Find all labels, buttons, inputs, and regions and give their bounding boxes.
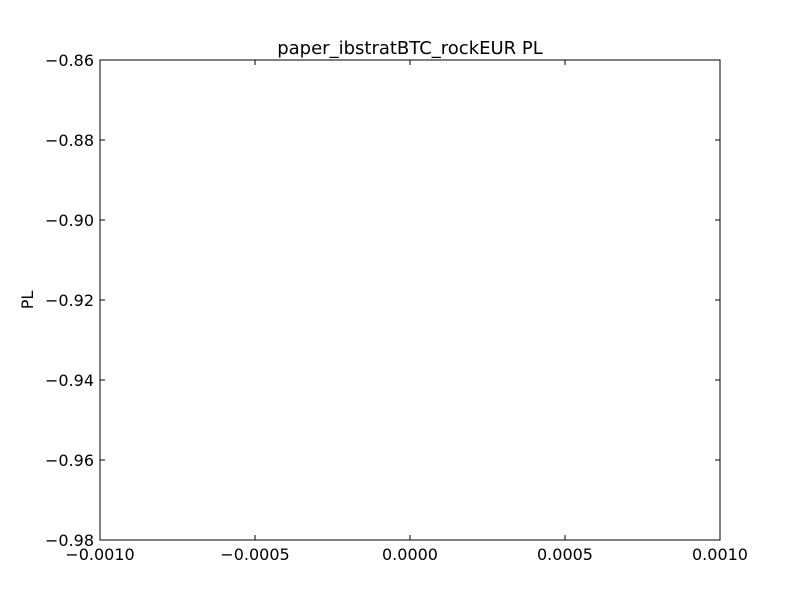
x-tick-label: 0.0005 xyxy=(537,545,593,564)
x-tick-label: 0.0010 xyxy=(692,545,748,564)
x-tick-label: 0.0000 xyxy=(382,545,438,564)
x-tick-label: −0.0005 xyxy=(220,545,289,564)
plot-area-frame xyxy=(99,59,721,541)
y-tick-label: −0.98 xyxy=(45,531,94,550)
y-axis-label: PL xyxy=(18,291,37,310)
y-tick-label: −0.94 xyxy=(45,371,94,390)
y-tick-label: −0.88 xyxy=(45,131,94,150)
y-tick-label: −0.96 xyxy=(45,451,94,470)
chart-title: paper_ibstratBTC_rockEUR PL xyxy=(277,38,543,59)
y-axis-ticks: −0.86 −0.88 −0.90 −0.92 −0.94 −0.96 −0.98 xyxy=(45,51,720,550)
y-tick-label: −0.90 xyxy=(45,211,94,230)
x-tick-label: −0.0010 xyxy=(65,545,134,564)
y-tick-label: −0.86 xyxy=(45,51,94,70)
y-tick-label: −0.92 xyxy=(45,291,94,310)
x-axis-ticks: −0.0010 −0.0005 0.0000 0.0005 0.0010 xyxy=(65,60,748,564)
